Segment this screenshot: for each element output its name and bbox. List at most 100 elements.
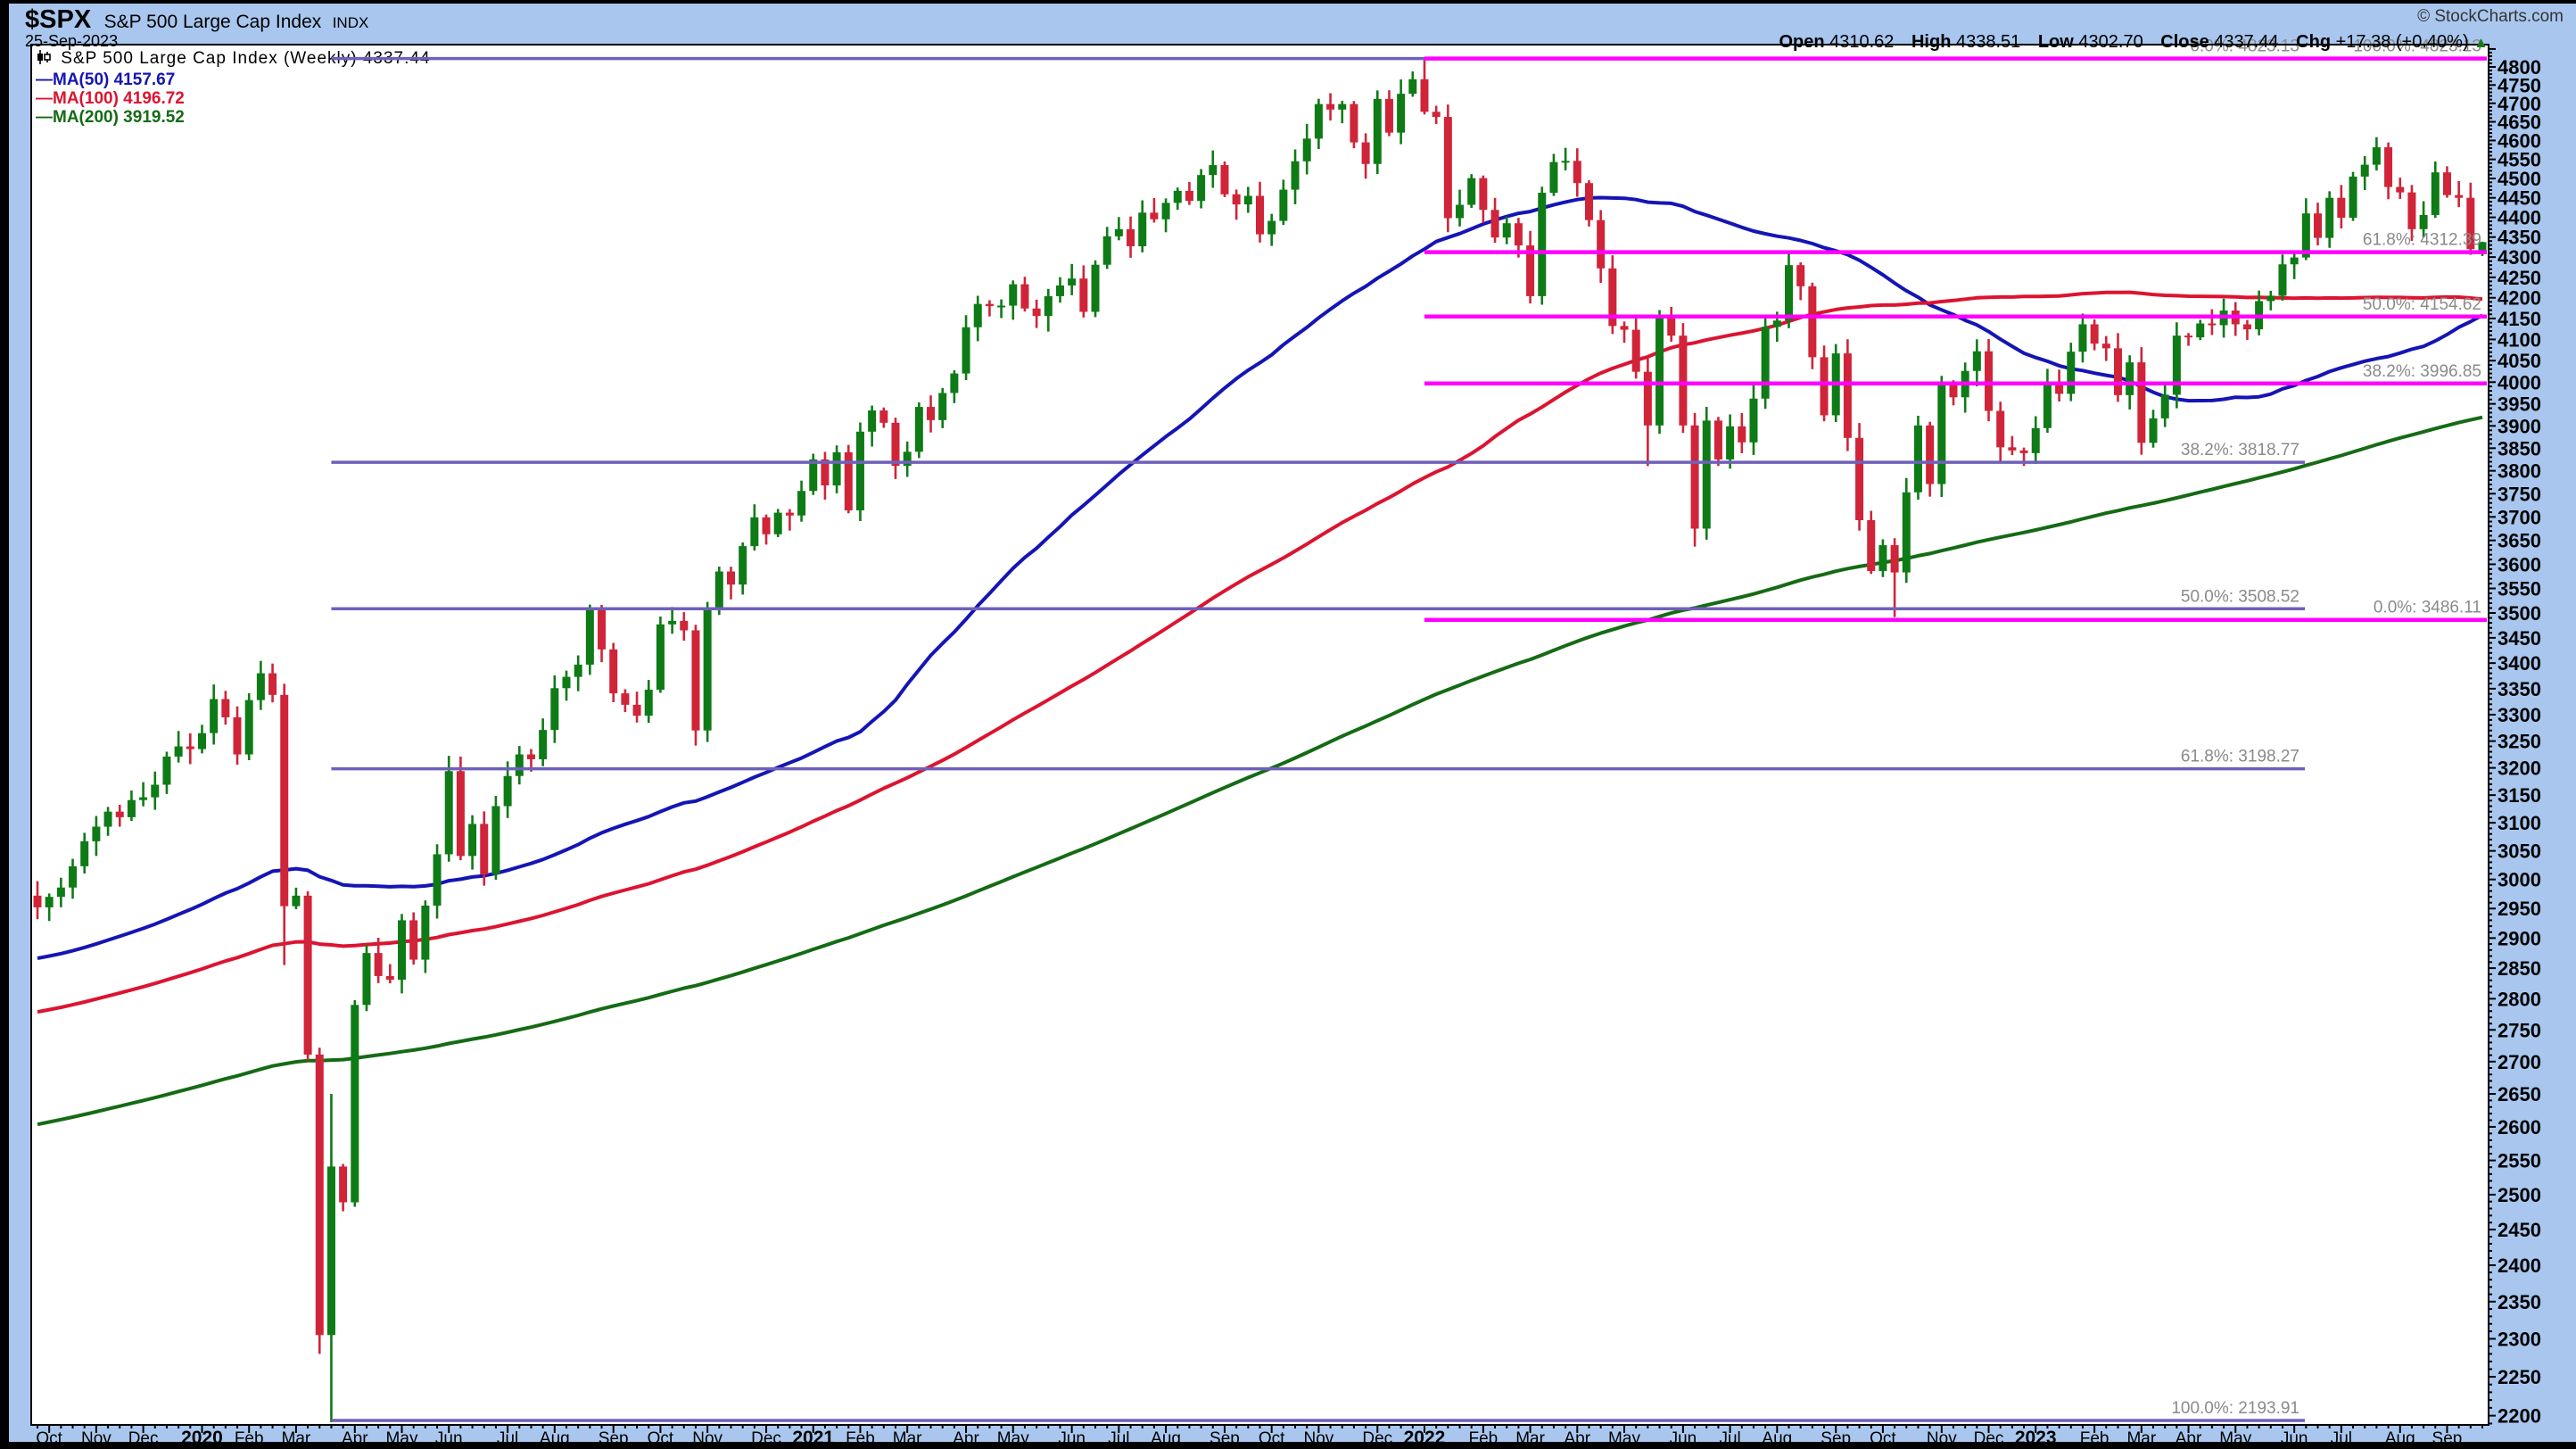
chg-value: +17.38 (+0.40%) (2335, 32, 2469, 52)
ma100-line (37, 290, 2483, 1014)
x-axis-month-label: Oct (1259, 1429, 1285, 1448)
y-axis-label: 2600 (2498, 1116, 2541, 1138)
y-axis-label: 3150 (2498, 784, 2541, 807)
fib-magenta-retracement-layer: 100.0%: 4823.13 61.8%: 4312.39 50.0%: 4154… (1424, 37, 2487, 622)
y-axis-label: 2900 (2498, 927, 2541, 949)
x-axis-month-label: Mar (2126, 1429, 2156, 1448)
x-axis-month-label: Dec (128, 1429, 159, 1448)
y-axis-label: 2700 (2498, 1051, 2541, 1073)
legend-title-row: S&P 500 Large Cap Index (Weekly) 4337.44 (36, 49, 431, 70)
x-axis-month-label: Oct (36, 1429, 62, 1448)
y-axis-label: 2250 (2498, 1366, 2541, 1388)
y-axis-label: 2500 (2498, 1184, 2541, 1206)
y-axis-label: 3200 (2498, 758, 2541, 780)
y-axis-label: 3000 (2498, 869, 2541, 891)
y-axis-label: 3350 (2498, 678, 2541, 700)
y-axis-label: 3050 (2498, 840, 2541, 863)
y-axis-label: 2400 (2498, 1254, 2541, 1277)
legend-ma100: —MA(100) 4196.72 (36, 89, 185, 108)
fib-level-label: 50.0%: 4154.62 (2363, 295, 2481, 314)
y-axis-label: 3750 (2498, 483, 2541, 505)
y-axis-label: 2300 (2498, 1329, 2541, 1351)
y-axis-label: 3450 (2498, 627, 2541, 650)
x-axis-month-label: Nov (1927, 1429, 1957, 1448)
x-axis-year-label: 2021 (792, 1428, 834, 1448)
x-axis-month-label: Jul (1719, 1429, 1740, 1448)
chg-label: Chg (2296, 32, 2332, 52)
page-border-left (0, 0, 9, 1449)
y-axis-label: 4550 (2498, 149, 2541, 171)
x-axis-month-label: Sep (1821, 1429, 1851, 1448)
ma50-line (37, 195, 2483, 960)
y-axis-label: 3300 (2498, 704, 2541, 726)
x-axis-month-label: Aug (2385, 1429, 2415, 1448)
y-axis-label: 4450 (2498, 187, 2541, 210)
x-axis-month-label: Nov (692, 1429, 722, 1448)
y-axis-label: 3500 (2498, 602, 2541, 625)
x-axis-month-label: Dec (1362, 1429, 1392, 1448)
y-axis-label: 3400 (2498, 652, 2541, 675)
x-axis-month-label: Feb (235, 1429, 264, 1448)
fib-level-label: 61.8%: 3198.27 (2181, 748, 2299, 766)
y-axis-label: 2850 (2498, 957, 2541, 980)
fib-level-label: 100.0%: 2193.91 (2171, 1399, 2299, 1418)
y-axis-label: 4750 (2498, 74, 2541, 96)
legend-ma50: —MA(50) 4157.67 (36, 70, 176, 89)
x-axis-month-label: Feb (846, 1429, 875, 1448)
y-axis-label: 3650 (2498, 530, 2541, 552)
x-axis-month-label: Nov (1303, 1429, 1333, 1448)
x-axis-month-label: Mar (893, 1429, 922, 1448)
x-axis-month-label: May (386, 1429, 418, 1448)
fib-level-label: 0.0%: 4823.13 (2190, 37, 2299, 56)
x-axis-month-label: Jun (435, 1429, 463, 1448)
x-axis-month-label: May (1608, 1429, 1640, 1448)
y-axis-label: 4800 (2498, 56, 2541, 79)
y-axis-label: 3900 (2498, 415, 2541, 437)
fib-level-label: 50.0%: 3508.52 (2181, 587, 2299, 606)
x-axis-month-label: Jun (1058, 1429, 1086, 1448)
x-axis-month-label: Sep (2432, 1429, 2463, 1448)
x-axis: Oct Nov Dec 2020 Feb Mar Apr May Jun Jul Aug Sep Oct… (36, 1425, 2483, 1448)
up-arrow-icon: ▲ (2473, 34, 2489, 51)
y-axis-label: 4000 (2498, 371, 2541, 393)
close-label: Close (2160, 32, 2209, 52)
y-axis-label: 2650 (2498, 1083, 2541, 1105)
x-axis-month-label: Feb (2080, 1429, 2110, 1448)
y-axis-label: 3950 (2498, 393, 2541, 416)
y-axis-label: 2450 (2498, 1219, 2541, 1241)
page-border-bottom (0, 1442, 2576, 1449)
y-axis-label: 4400 (2498, 207, 2541, 229)
x-axis-month-label: Oct (648, 1429, 674, 1448)
y-axis-label: 4300 (2498, 246, 2541, 269)
ticker-symbol: $SPX (25, 5, 92, 34)
index-name: S&P 500 Large Cap Index (103, 12, 322, 32)
ohlc-row: Open 4310.62 High 4338.51 Low 4302.70 Cl… (1766, 32, 2489, 53)
x-axis-month-label: Apr (342, 1429, 368, 1448)
chart-date: 25-Sep-2023 (25, 32, 119, 50)
fib-level-label: 38.2%: 3996.85 (2363, 362, 2481, 381)
y-axis-label: 4150 (2498, 308, 2541, 330)
x-axis-month-label: Dec (1974, 1429, 2004, 1448)
y-axis-label: 4350 (2498, 227, 2541, 249)
y-axis-label: 4100 (2498, 328, 2541, 351)
open-label: Open (1779, 32, 1825, 52)
x-axis-year-label: 2020 (181, 1428, 223, 1448)
y-axis: 2200 2250 2300 2350 2400 2450 2500 2550 2600 2650… (2489, 47, 2541, 1428)
y-axis-label: 4650 (2498, 112, 2541, 134)
low-label: Low (2037, 32, 2074, 52)
ma200-line (37, 415, 2483, 1127)
x-axis-month-label: Jul (1108, 1429, 1129, 1448)
y-axis-label: 3850 (2498, 437, 2541, 460)
legend-title: S&P 500 Large Cap Index (Weekly) 4337.44 (61, 49, 431, 68)
y-axis-label: 2750 (2498, 1019, 2541, 1041)
fib-level-label: 38.2%: 3818.77 (2181, 441, 2299, 460)
y-axis-label: 3250 (2498, 731, 2541, 753)
x-axis-month-label: May (2219, 1429, 2251, 1448)
plot-area (31, 45, 2489, 1425)
x-axis-month-label: Aug (540, 1429, 570, 1448)
x-axis-year-label: 2023 (2015, 1428, 2057, 1448)
x-axis-month-label: Jun (1670, 1429, 1697, 1448)
fib-level-label: 0.0%: 3486.11 (2374, 599, 2481, 617)
